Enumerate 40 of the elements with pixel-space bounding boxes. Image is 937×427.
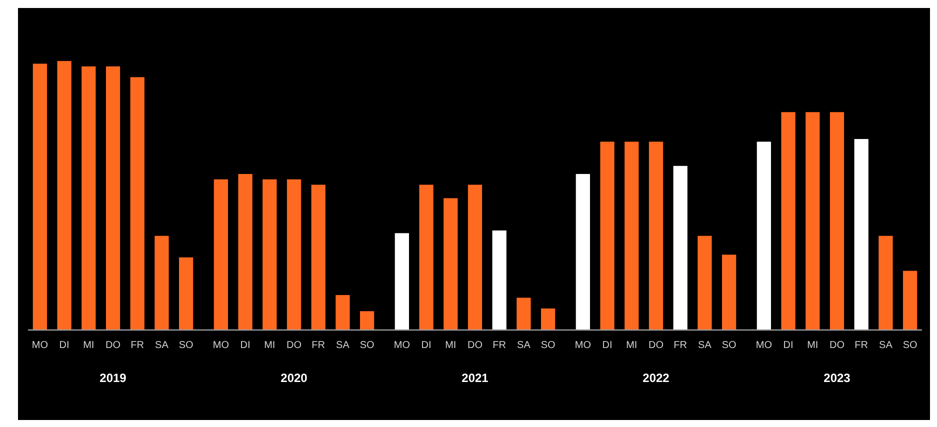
text: 2022 — [642, 371, 670, 385]
x-tick-label: MI — [626, 340, 638, 351]
x-tick-label: FR — [492, 340, 506, 351]
x-tick-label: FR — [854, 340, 868, 351]
x-tick-label: MO — [756, 340, 772, 351]
text: 2019 — [100, 371, 127, 385]
x-tick-label: DI — [59, 340, 70, 351]
x-tick-label: FR — [674, 340, 688, 351]
text: 2023 — [824, 371, 851, 385]
x-tick-label: DO — [648, 340, 664, 351]
x-tick-label: FR — [130, 340, 144, 351]
x-tick-label: SO — [360, 340, 375, 351]
x-tick-label: DO — [286, 340, 302, 351]
x-tick-label: SA — [698, 340, 712, 351]
x-tick-label: DI — [240, 340, 250, 351]
x-tick-label: DI — [783, 340, 794, 351]
x-tick-label: MI — [445, 340, 456, 351]
x-tick-label: SO — [722, 340, 737, 351]
x-tick-label: MI — [264, 340, 276, 351]
x-tick-label: SO — [540, 340, 556, 351]
x-tick-label: SA — [879, 340, 893, 351]
x-tick-label: DO — [468, 340, 483, 351]
x-tick-label: SA — [336, 340, 350, 351]
x-tick-label: MI — [807, 340, 818, 351]
x-tick-label: MO — [394, 340, 410, 351]
x-tick-label: MO — [212, 340, 230, 351]
x-tick-label: SA — [155, 340, 169, 351]
x-tick-label: DI — [421, 340, 432, 351]
x-tick-label: DI — [602, 340, 612, 351]
x-tick-label: SO — [178, 340, 194, 351]
text: 2021 — [462, 371, 489, 385]
x-tick-label: SA — [517, 340, 531, 351]
x-tick-label: MI — [83, 340, 94, 351]
x-tick-label: DO — [106, 340, 121, 351]
x-tick-label: FR — [312, 340, 326, 351]
text: 2020 — [280, 371, 308, 385]
x-tick-label: DO — [830, 340, 845, 351]
x-tick-label: MO — [32, 340, 48, 351]
x-tick-label: MO — [574, 340, 592, 351]
x-tick-label: SO — [902, 340, 918, 351]
